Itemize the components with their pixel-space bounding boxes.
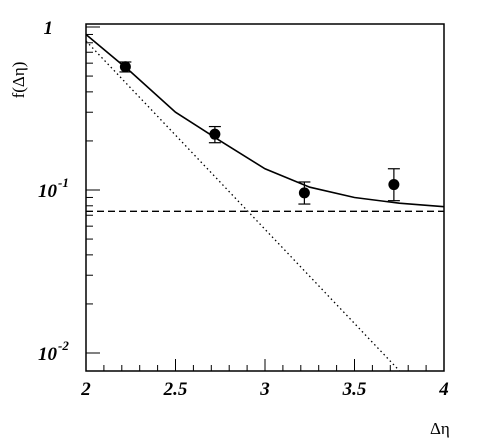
y-tick-exponent: -2: [58, 338, 69, 353]
plot-frame: [85, 23, 445, 372]
x-tick-label: 3.5: [342, 379, 367, 400]
x-tick-label: 3: [259, 379, 270, 400]
x-tick-label: 2.5: [163, 379, 188, 400]
x-axis-title: Δη: [430, 419, 450, 438]
dotted-curve: [85, 40, 400, 372]
x-axis-ticks: 2 2.5 3 3.5 4: [80, 359, 449, 400]
x-tick-label: 4: [438, 379, 449, 400]
y-tick-exponent: -1: [58, 175, 69, 190]
data-point: [298, 187, 310, 199]
data-point: [209, 128, 221, 140]
y-tick-label: 10: [38, 344, 58, 365]
data-point: [388, 179, 400, 191]
solid-curve: [85, 33, 445, 208]
y-tick-label: 1: [44, 18, 54, 39]
x-tick-label: 2: [80, 379, 91, 400]
y-axis-title: f(Δη): [9, 62, 28, 99]
series-layer: [85, 33, 445, 372]
y-tick-label: 10: [38, 181, 58, 202]
y-axis-ticks: 110-110-2: [38, 18, 100, 365]
